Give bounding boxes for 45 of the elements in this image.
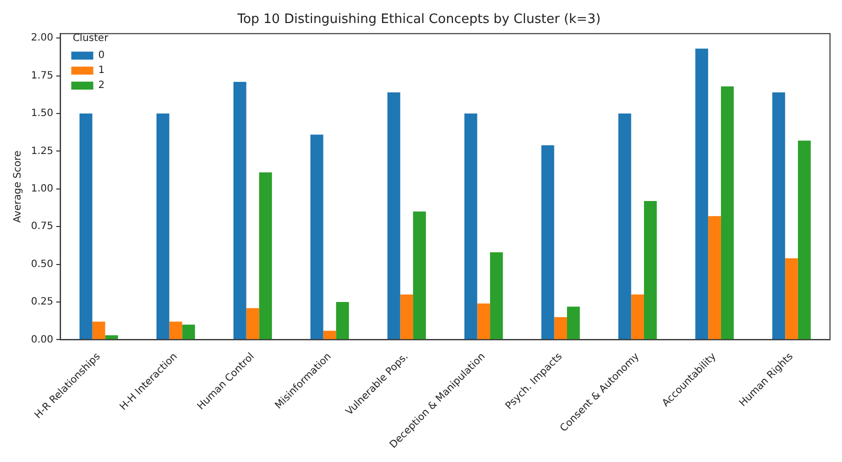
- bar: [644, 201, 657, 340]
- y-tick-label: 2.00: [31, 32, 54, 44]
- legend-label: 1: [98, 65, 105, 76]
- bar: [785, 258, 798, 340]
- bar: [720, 86, 734, 340]
- y-tick-label: 0.50: [31, 258, 54, 270]
- bar: [259, 172, 272, 340]
- bar: [798, 140, 811, 340]
- y-tick-label: 1.25: [31, 146, 54, 157]
- bar: [695, 48, 708, 340]
- legend-title: Cluster: [72, 33, 110, 44]
- bar: [400, 294, 414, 340]
- legend-label: 2: [98, 80, 105, 92]
- bar: [246, 308, 260, 340]
- bar: [233, 82, 246, 340]
- bar: [567, 306, 580, 340]
- bar: [156, 114, 170, 340]
- bar: [618, 114, 632, 340]
- bar: [554, 317, 568, 340]
- bar: [323, 330, 336, 340]
- y-tick-label: 0.00: [31, 334, 54, 346]
- y-tick-label: 1.50: [31, 108, 54, 120]
- y-tick-label: 1.00: [31, 184, 54, 195]
- bar: [387, 92, 400, 340]
- bar: [413, 212, 426, 340]
- y-tick-label: 0.25: [31, 296, 54, 308]
- bar: [310, 134, 324, 340]
- legend-label: 0: [98, 50, 105, 62]
- bar: [631, 294, 644, 340]
- bar: [772, 92, 786, 340]
- y-tick-label: 0.75: [31, 221, 54, 232]
- bar: [182, 324, 195, 340]
- chart-title: Top 10 Distinguishing Ethical Concepts by Cluster (k=3): [236, 12, 601, 28]
- bar: [541, 145, 554, 340]
- bar: [477, 304, 490, 340]
- bar: [336, 302, 349, 340]
- y-axis-title: Average Score: [12, 150, 24, 223]
- bar: [490, 252, 503, 340]
- bar: [708, 216, 721, 340]
- bar: [169, 322, 182, 340]
- bar: [80, 114, 92, 340]
- bar: [464, 114, 478, 340]
- bar: [105, 335, 118, 340]
- y-tick-label: 1.75: [31, 70, 54, 82]
- bar: [92, 322, 106, 340]
